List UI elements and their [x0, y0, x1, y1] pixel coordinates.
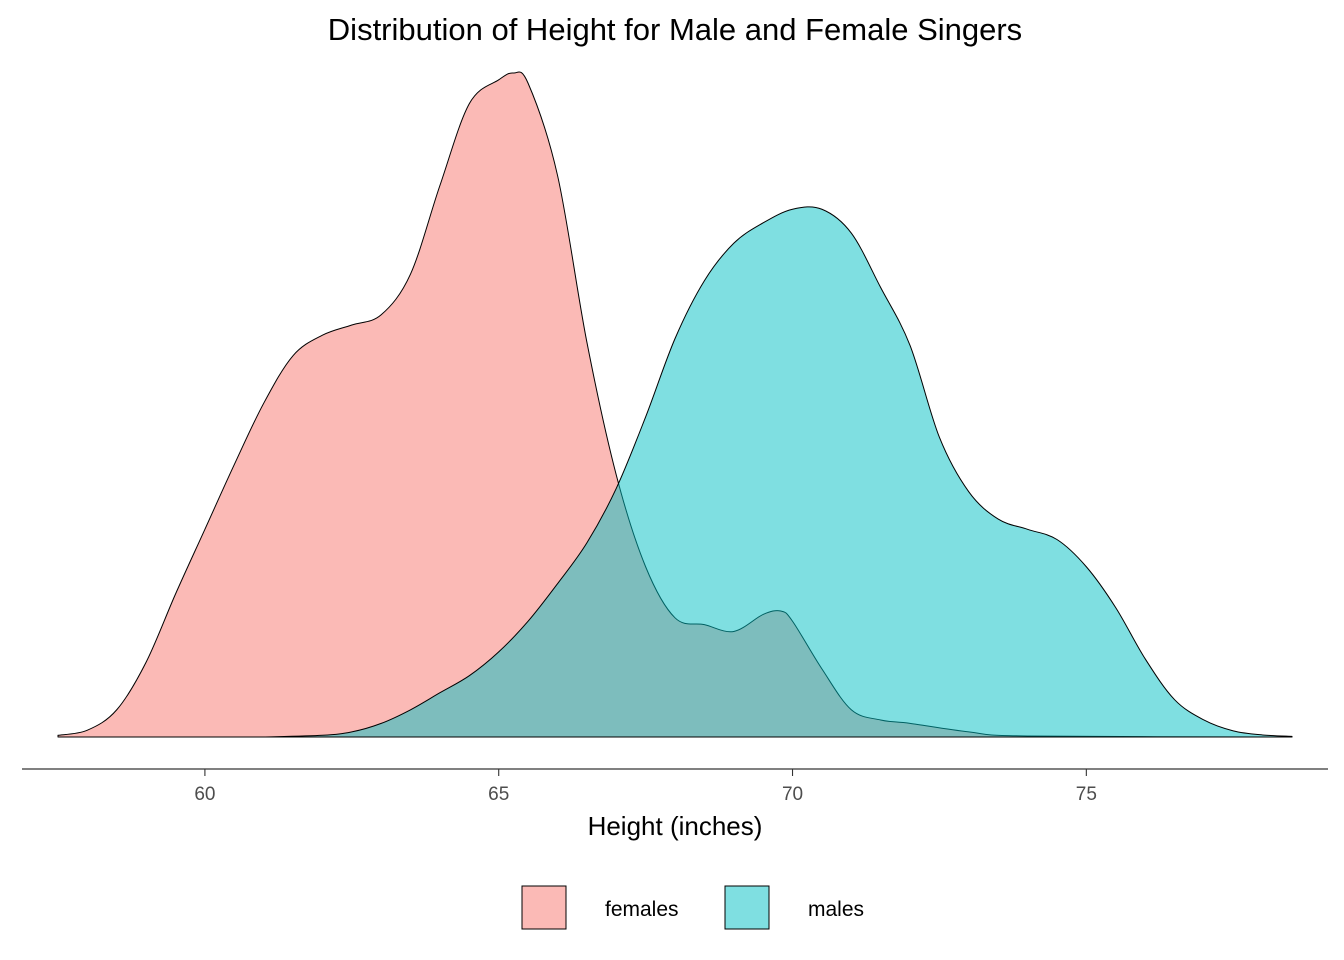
x-axis-label: Height (inches): [588, 811, 763, 841]
chart-title: Distribution of Height for Male and Fema…: [328, 12, 1022, 47]
density-series-layer: [57, 71, 1293, 738]
x-tick-label-75: 75: [1076, 784, 1097, 805]
x-tick-label-65: 65: [488, 784, 509, 805]
x-tick-label-70: 70: [782, 784, 803, 805]
legend-label-females: females: [605, 898, 679, 921]
x-axis-ticks: 60 65 70 75: [194, 769, 1097, 805]
legend-label-males: males: [808, 898, 864, 921]
x-tick-label-60: 60: [194, 784, 215, 805]
legend-key-females: [521, 885, 567, 930]
legend: females males: [521, 885, 864, 930]
density-area-males: [263, 206, 1293, 738]
legend-key-males: [724, 885, 770, 930]
